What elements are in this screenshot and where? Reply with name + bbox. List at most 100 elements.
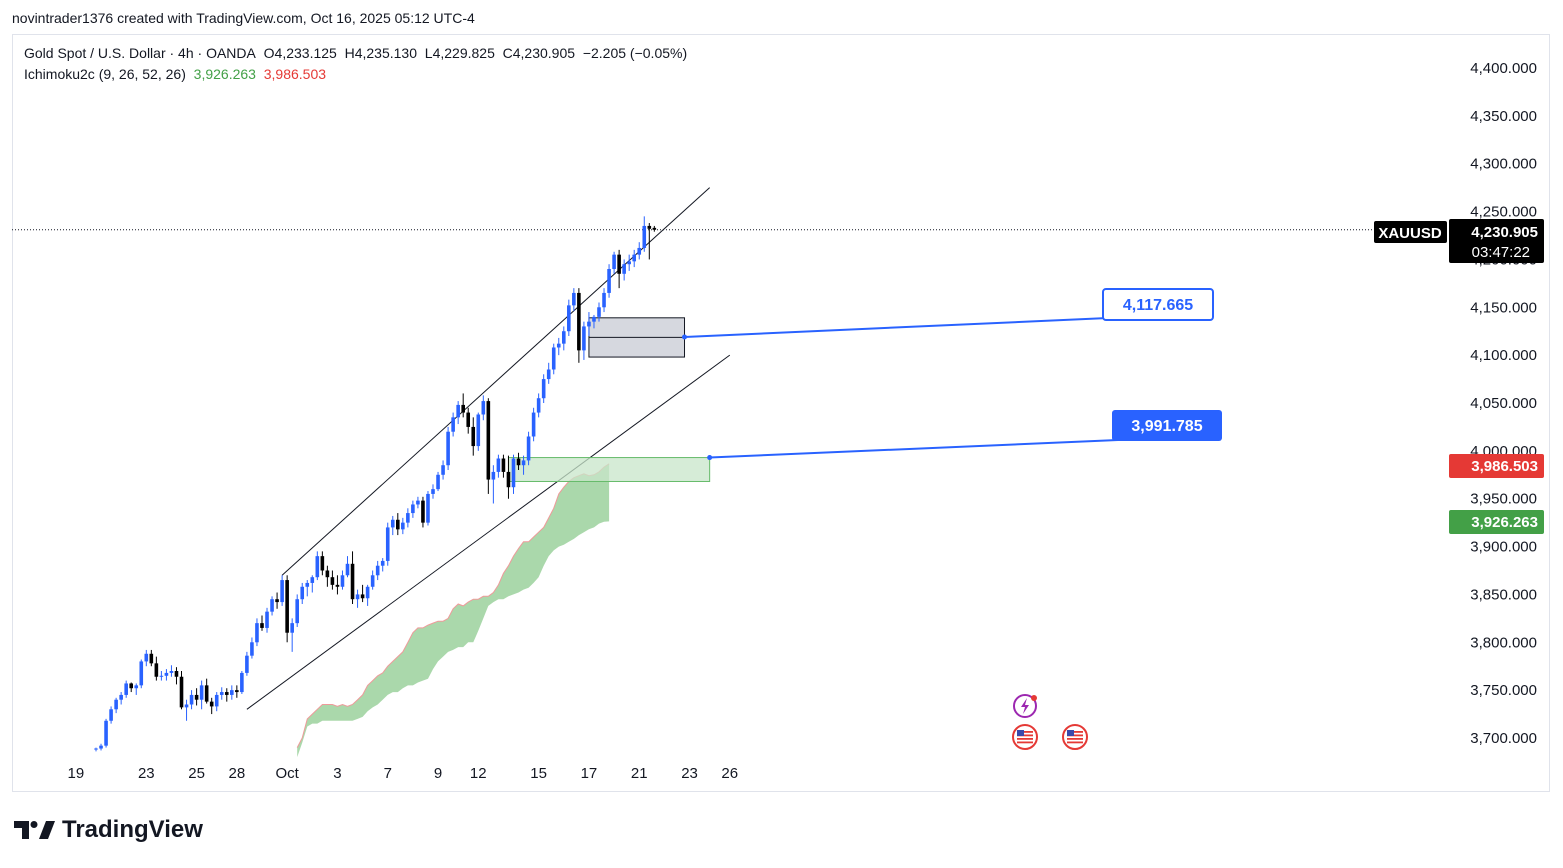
candle-bearish [129,683,134,689]
ohlc-close: C4,230.905 [502,45,576,61]
candle-bearish [396,519,400,530]
ohlc-low: L4,229.825 [424,45,495,61]
cloud-upper-price-tag[interactable] [1449,454,1544,478]
candle-bullish [456,404,460,418]
us-economic-event-icon[interactable] [1062,724,1088,750]
candle-bearish [617,254,621,274]
candle-bullish [602,292,606,308]
candle-bullish [587,321,591,327]
lower-callout-pointer [709,439,1119,459]
candle-bearish [471,426,476,447]
candle-bullish [305,582,310,587]
y-axis-tick-label: 3,950.000 [1470,491,1537,508]
candle-bullish [476,414,481,447]
candle-bullish [255,623,259,643]
x-axis-tick-label: 15 [530,765,547,782]
candle-bearish [466,412,471,427]
bar-countdown-text: 03:47:22 [1472,244,1530,261]
candle-bullish [370,575,375,587]
candle-bullish [164,672,169,676]
candle-bullish [219,692,224,695]
x-axis-tick-label: 3 [333,765,341,782]
candle-bullish [390,519,395,528]
candle-bullish [401,522,405,530]
cloud-upper-price-text: 3,986.503 [1471,458,1538,475]
candle-bearish [194,694,199,700]
upper-zone-callout[interactable] [1102,288,1214,321]
lower-zone-box[interactable] [507,457,711,482]
candle-bullish [365,586,370,599]
candle-bullish [240,672,244,693]
candle-bullish [592,316,596,322]
candle-bearish [209,701,214,707]
candle-bullish [627,261,631,265]
symbol-description[interactable]: Gold Spot / U.S. Dollar · 4h · OANDA [24,45,256,61]
candle-bullish [380,560,385,566]
y-axis-tick-label: 3,900.000 [1470,539,1537,556]
us-economic-event-icon[interactable] [1012,724,1038,750]
x-axis-tick-label: 7 [384,765,392,782]
flag-stripe [1017,734,1033,737]
candle-bearish [647,225,652,229]
candle-bullish [572,292,576,306]
candle-bullish [265,611,269,628]
candle-bullish [114,699,118,710]
brand-name: TradingView [62,816,203,843]
flag-stripe [1017,738,1033,740]
candle-bullish [214,694,219,707]
candle-bullish [159,675,164,677]
candle-bullish [245,655,249,673]
candle-bullish [104,720,108,746]
candle-bullish [536,398,541,413]
x-axis-tick-label: 9 [434,765,442,782]
symbol-tag[interactable] [1374,221,1447,243]
candle-bullish [94,748,98,750]
candle-bullish [511,458,516,488]
candle-bullish [496,458,501,472]
candle-bearish [421,500,425,523]
candle-bullish [199,685,204,700]
flag-canton [1017,730,1024,736]
channel-lower-line[interactable] [246,354,731,710]
last-price-tag[interactable] [1449,219,1544,263]
tradingview-logo[interactable]: TradingView [14,816,203,844]
ohlc-high: H4,235.130 [344,45,417,61]
candle-bullish [441,465,445,475]
candle-bearish [320,556,325,571]
candle-bearish [501,458,506,472]
candle-bullish [491,471,496,480]
lower-zone-callout[interactable] [1112,410,1222,441]
candle-bearish [179,676,184,708]
candle-bullish [597,307,601,317]
candle-bullish [280,580,284,603]
y-axis-tick-label: 3,850.000 [1470,586,1537,603]
indicator-name[interactable]: Ichimoku2c (9, 26, 52, 26) [24,66,186,82]
candle-bullish [300,586,305,600]
candle-bullish [144,653,149,662]
candle-bullish [531,412,536,437]
lightning-event-icon[interactable] [1013,694,1037,718]
candle-bearish [154,663,159,677]
candle-bullish [124,683,128,695]
candle-bullish [607,269,611,293]
y-axis-tick-label: 4,150.000 [1470,299,1537,316]
y-axis-tick-label: 3,750.000 [1470,682,1537,699]
candle-bullish [451,417,455,432]
candle-bearish [486,401,491,480]
candle-bullish [612,254,616,269]
indicator-legend: Ichimoku2c (9, 26, 52, 26) 3,926.263 3,9… [24,66,326,82]
candle-bearish [204,685,209,702]
candle-bullish [375,565,380,576]
x-axis-tick-label: 12 [470,765,487,782]
flag-stripe [1017,731,1033,733]
candle-bullish [340,575,345,587]
x-axis-tick-label: 25 [188,765,205,782]
candle-bullish [582,326,586,351]
cloud-lower-price-tag[interactable] [1449,510,1544,534]
candle-bearish [174,671,179,677]
candle-bearish [360,594,365,599]
candle-bullish [632,254,637,262]
y-axis-tick-label: 4,050.000 [1470,395,1537,412]
x-axis-tick-label: 19 [68,765,85,782]
